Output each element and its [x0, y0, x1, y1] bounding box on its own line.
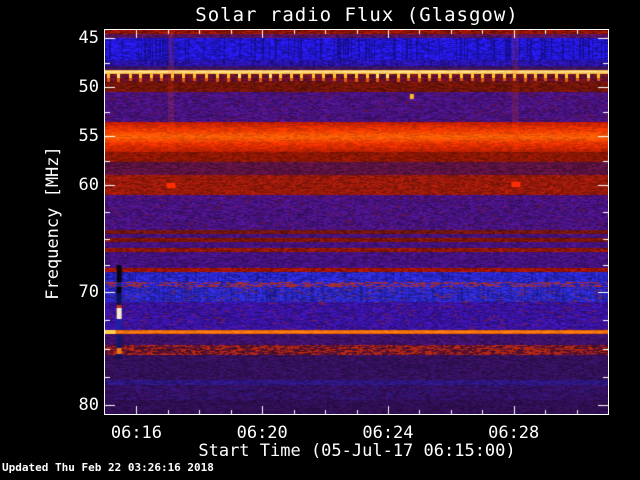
y-tick-label-80: 80 — [78, 395, 99, 415]
x-tick-label-0620: 06:20 — [236, 423, 288, 443]
updated-timestamp: Updated Thu Feb 22 03:26:16 2018 — [2, 461, 214, 474]
y-tick-label-50: 50 — [78, 77, 99, 97]
spectrogram-canvas — [105, 30, 608, 414]
y-tick-label-70: 70 — [78, 282, 99, 302]
chart-title: Solar radio Flux (Glasgow) — [195, 4, 519, 26]
x-axis-title: Start Time (05-Jul-17 06:15:00) — [198, 441, 516, 461]
y-tick-label-60: 60 — [78, 175, 99, 195]
x-tick-label-0616: 06:16 — [110, 423, 163, 443]
y-axis-title: Frequency [MHz] — [43, 146, 63, 300]
plot-area — [104, 29, 609, 415]
y-tick-label-45: 45 — [78, 28, 99, 48]
y-tick-label-55: 55 — [78, 126, 99, 146]
x-tick-label-0628: 06:28 — [488, 423, 540, 443]
x-tick-label-0624: 06:24 — [362, 423, 414, 443]
